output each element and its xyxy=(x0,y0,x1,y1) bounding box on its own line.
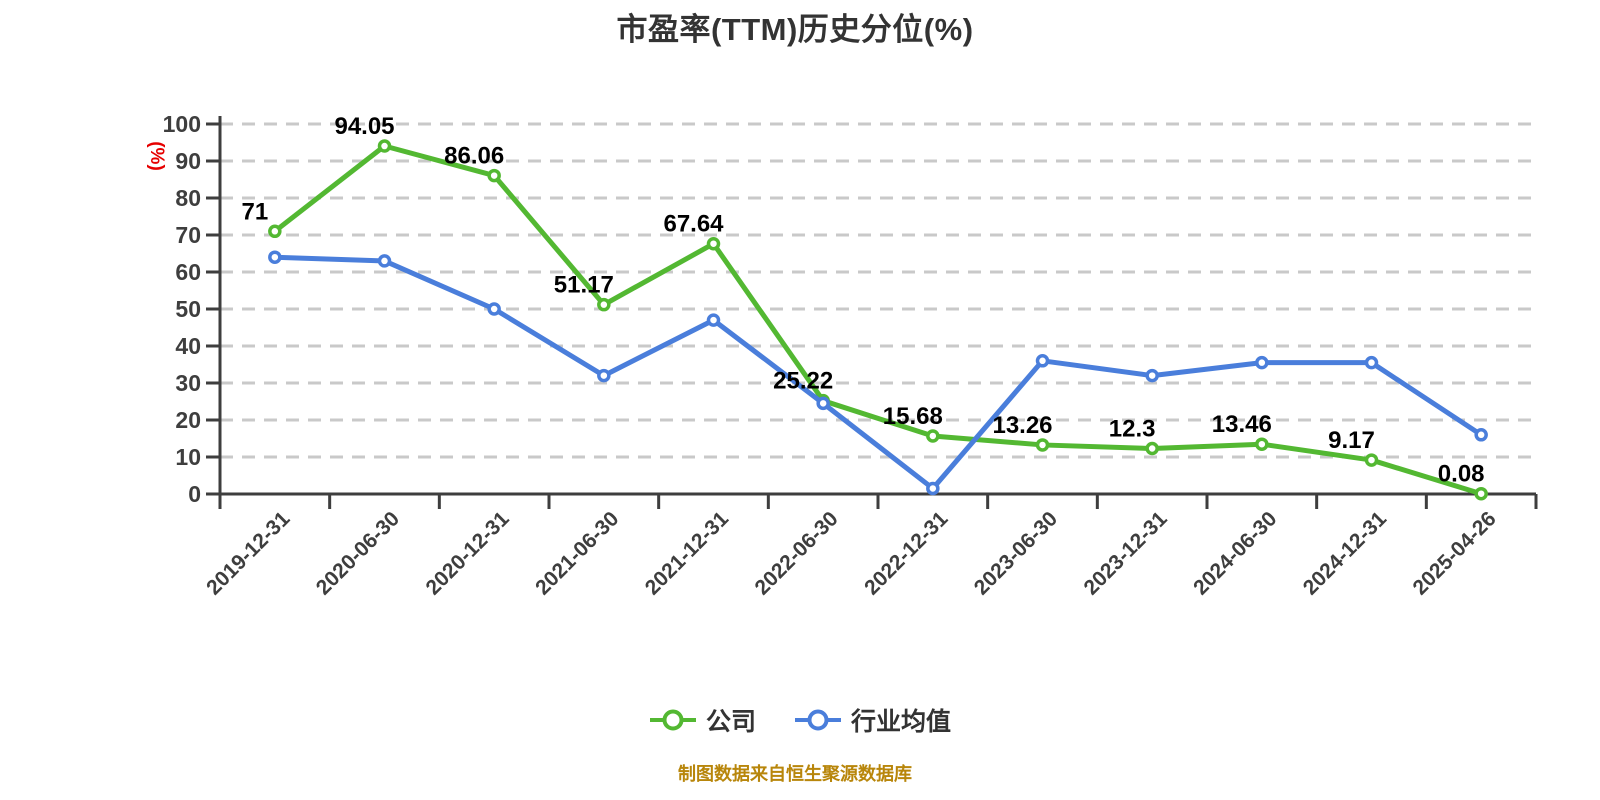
x-axis-tick-label: 2024-06-30 xyxy=(1189,507,1281,599)
x-axis-tick-label: 2022-06-30 xyxy=(750,507,842,599)
company-data-point[interactable] xyxy=(377,139,392,153)
y-axis-tick-label: 60 xyxy=(175,259,201,285)
y-axis-tick-label: 30 xyxy=(175,370,201,396)
y-axis-tick-label: 100 xyxy=(163,111,201,137)
industry-data-point[interactable] xyxy=(487,302,501,316)
data-point-label: 13.26 xyxy=(992,412,1052,439)
data-point-label: 12.3 xyxy=(1109,415,1156,442)
company-data-point[interactable] xyxy=(1364,453,1379,467)
y-axis-tick-label: 10 xyxy=(175,444,201,470)
data-point-label: 0.08 xyxy=(1438,461,1485,488)
y-axis-tick-label: 50 xyxy=(175,296,201,322)
industry-data-point[interactable] xyxy=(706,313,721,327)
data-point-label: 86.06 xyxy=(444,143,504,170)
data-point-label: 51.17 xyxy=(554,272,614,299)
company-data-point[interactable] xyxy=(706,236,721,251)
industry-data-point[interactable] xyxy=(1145,368,1159,383)
data-point-label: 94.05 xyxy=(334,113,394,140)
industry-data-point[interactable] xyxy=(1364,355,1379,370)
legend: 公司 行业均值 xyxy=(0,702,1600,738)
y-axis-tick-label: 20 xyxy=(175,407,201,433)
x-axis-tick-label: 2024-12-31 xyxy=(1299,507,1391,599)
industry-data-point[interactable] xyxy=(1474,428,1488,442)
data-point-label: 71 xyxy=(241,198,268,225)
company-data-point[interactable] xyxy=(597,297,611,312)
company-line-marker-icon xyxy=(649,709,696,731)
legend-label-industry: 行业均值 xyxy=(851,708,952,736)
company-data-point[interactable] xyxy=(1035,438,1050,452)
company-data-point[interactable] xyxy=(1145,441,1159,456)
legend-item-company[interactable]: 公司 xyxy=(649,702,756,738)
data-source-note: 制图数据来自恒生聚源数据库 xyxy=(678,764,912,784)
industry-data-point[interactable] xyxy=(597,368,611,383)
industry-line-marker-icon xyxy=(795,709,841,731)
x-axis-tick-label: 2023-06-30 xyxy=(970,507,1062,599)
data-point-label: 13.46 xyxy=(1212,411,1272,438)
company-data-point[interactable] xyxy=(487,168,501,183)
industry-data-point[interactable] xyxy=(926,481,940,496)
industry-data-point[interactable] xyxy=(377,254,392,268)
industry-data-point[interactable] xyxy=(268,250,282,264)
data-point-label: 25.22 xyxy=(773,368,833,395)
x-axis-tick-label: 2023-12-31 xyxy=(1079,507,1171,599)
company-data-point[interactable] xyxy=(1255,437,1269,451)
industry-data-point[interactable] xyxy=(1255,355,1269,370)
x-axis-tick-label: 2025-04-26 xyxy=(1408,507,1500,599)
x-axis-tick-label: 2020-12-31 xyxy=(421,507,513,599)
data-point-label: 15.68 xyxy=(883,403,943,430)
y-axis-tick-label: 0 xyxy=(188,481,201,507)
legend-item-industry[interactable]: 行业均值 xyxy=(794,702,951,738)
industry-data-point[interactable] xyxy=(816,396,830,411)
y-axis-tick-label: 70 xyxy=(175,222,201,248)
industry-data-point[interactable] xyxy=(1035,354,1050,368)
x-axis-tick-label: 2019-12-31 xyxy=(202,507,294,599)
chart-title: 市盈率(TTM)历史分位(%) xyxy=(616,12,974,47)
data-point-label: 9.17 xyxy=(1328,427,1375,454)
x-axis-tick-label: 2020-06-30 xyxy=(312,507,404,599)
y-axis-tick-label: 40 xyxy=(175,333,201,359)
company-data-point[interactable] xyxy=(1474,486,1488,501)
y-axis-tick-label: 90 xyxy=(175,148,201,174)
data-point-label: 67.64 xyxy=(663,211,724,238)
y-axis-tick-label: 80 xyxy=(175,185,201,211)
x-axis-tick-label: 2021-12-31 xyxy=(641,507,733,599)
company-data-point[interactable] xyxy=(926,429,940,443)
x-axis-tick-label: 2021-06-30 xyxy=(531,507,623,599)
company-series-line xyxy=(272,143,1484,497)
legend-label-company: 公司 xyxy=(705,708,756,736)
company-data-point[interactable] xyxy=(268,224,282,239)
x-axis-tick-label: 2022-12-31 xyxy=(860,507,952,599)
industry-series-line xyxy=(272,254,1484,491)
